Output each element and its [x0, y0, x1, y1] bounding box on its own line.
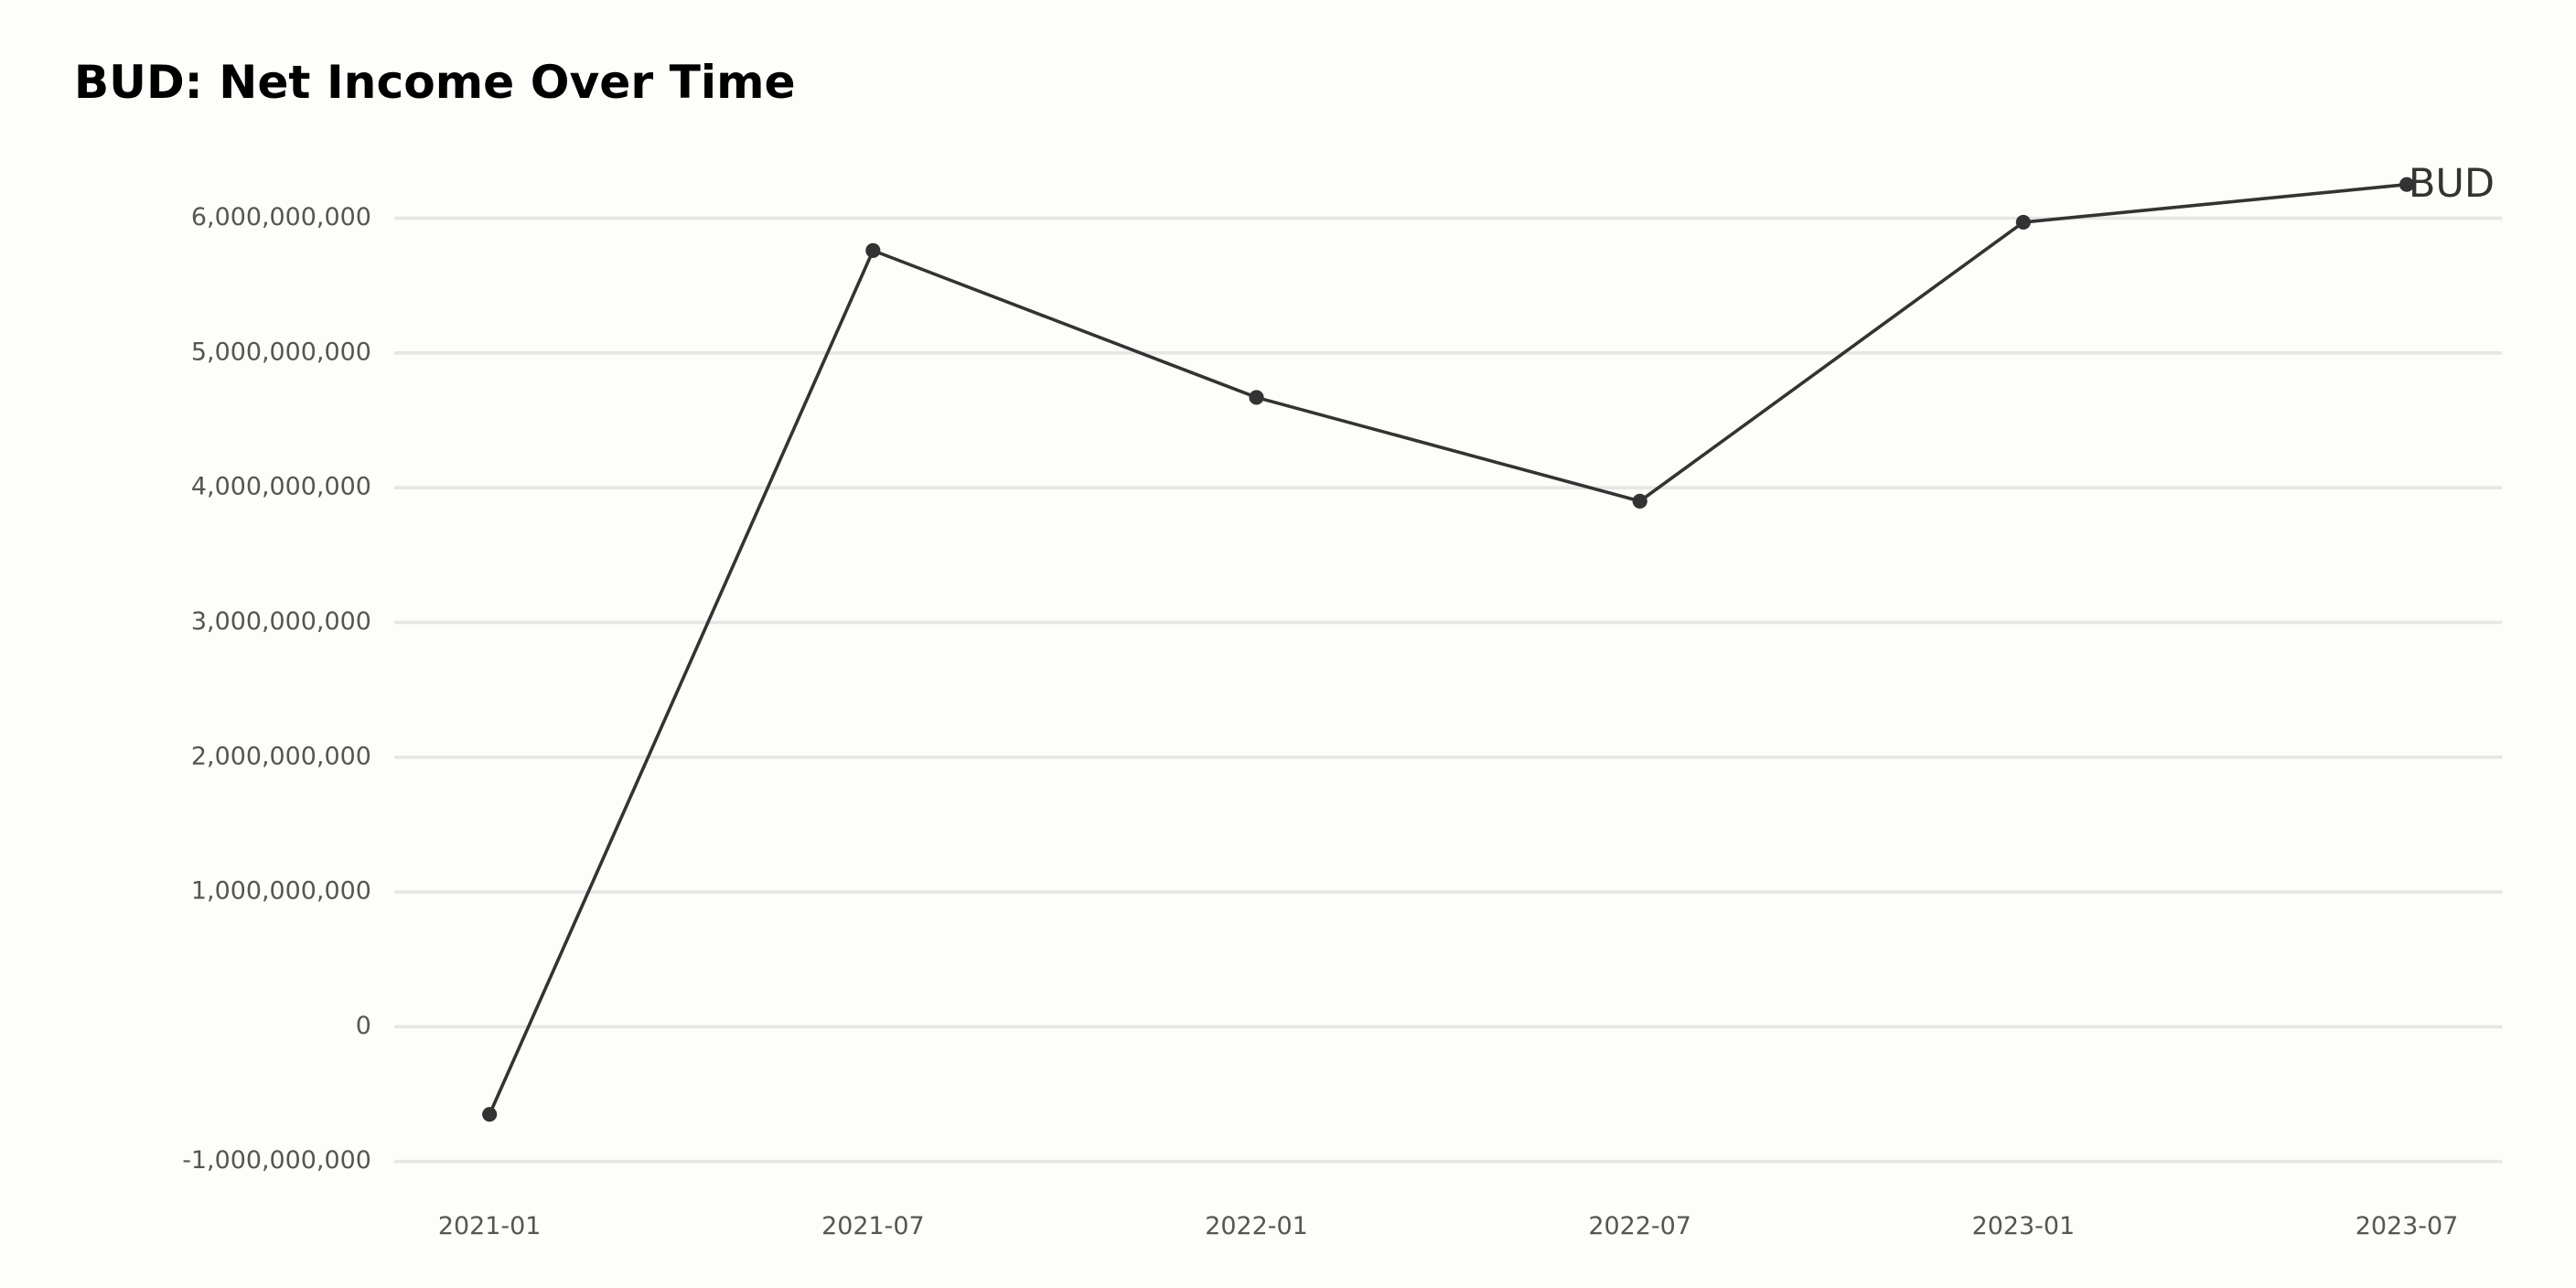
x-tick-label: 2023-01: [1972, 1212, 2076, 1240]
y-tick-label: 2,000,000,000: [191, 742, 371, 770]
y-tick-label: 1,000,000,000: [191, 877, 371, 906]
data-point: [1249, 390, 1264, 405]
y-tick-label: 5,000,000,000: [191, 338, 371, 366]
x-tick-label: 2021-01: [438, 1212, 542, 1240]
chart-title: BUD: Net Income Over Time: [74, 55, 796, 109]
y-tick-label: 0: [356, 1012, 371, 1040]
data-point: [2015, 214, 2031, 231]
data-point: [2399, 177, 2415, 192]
x-tick-label: 2021-07: [821, 1212, 925, 1240]
x-tick-label: 2022-01: [1205, 1212, 1308, 1240]
series-label: BUD: [2409, 161, 2495, 207]
series-line: [488, 182, 2408, 1115]
y-tick-label: 6,000,000,000: [191, 203, 371, 231]
x-tick-label: 2023-07: [2356, 1212, 2459, 1240]
data-point: [482, 1107, 498, 1122]
data-point: [1632, 493, 1648, 509]
plot-area: BUD: [482, 161, 2495, 1122]
data-point: [865, 242, 881, 258]
y-tick-label: 4,000,000,000: [191, 473, 371, 501]
x-tick-label: 2022-07: [1588, 1212, 1691, 1240]
y-tick-label: -1,000,000,000: [182, 1146, 371, 1175]
y-tick-label: 3,000,000,000: [191, 607, 371, 636]
